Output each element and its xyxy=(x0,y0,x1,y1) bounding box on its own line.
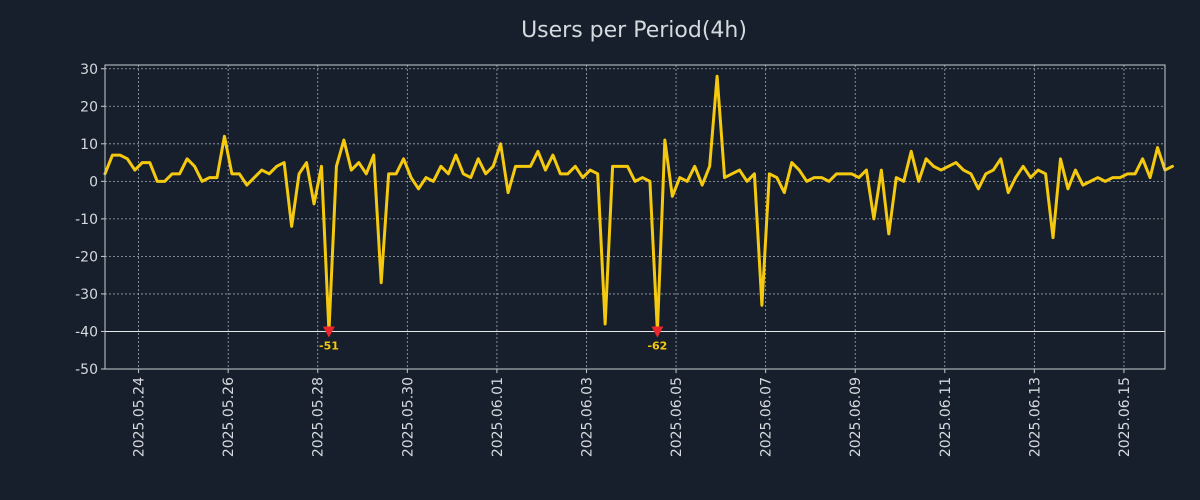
y-tick-label: -20 xyxy=(75,249,98,265)
plot-frame xyxy=(104,64,1166,370)
y-tick-label: -50 xyxy=(75,362,98,378)
y-tick-label: 0 xyxy=(89,174,98,190)
x-tick-label: 2025.05.30 xyxy=(400,377,416,457)
x-tick-label: 2025.06.15 xyxy=(1117,377,1133,457)
x-tick-label: 2025.06.07 xyxy=(759,377,775,457)
x-tick-label: 2025.06.03 xyxy=(579,377,595,457)
x-tick-label: 2025.05.26 xyxy=(221,377,237,457)
y-tick-label: -40 xyxy=(75,324,98,340)
outlier-marker xyxy=(651,326,664,338)
series-layer xyxy=(103,74,1174,333)
x-tick-label: 2025.05.24 xyxy=(132,377,148,457)
outlier-label: -62 xyxy=(647,339,667,352)
annotation-layer: -51 -62 xyxy=(319,326,667,352)
x-tick-label: 2025.06.01 xyxy=(490,377,506,457)
outlier-marker xyxy=(322,326,335,338)
x-tick-label: 2025.05.28 xyxy=(311,377,327,457)
outlier-label: -51 xyxy=(319,339,339,352)
x-tick-label: 2025.06.13 xyxy=(1027,377,1043,457)
y-tick-label: 30 xyxy=(80,62,98,78)
y-tick-label: 10 xyxy=(80,137,98,153)
chart-title: Users per Period(4h) xyxy=(521,18,747,43)
y-tick-label: 20 xyxy=(80,99,98,115)
x-tick-label: 2025.06.09 xyxy=(848,377,864,457)
y-tick-label: -30 xyxy=(75,287,98,303)
series-line-users xyxy=(103,74,1174,333)
y-tick-label: -10 xyxy=(75,212,98,228)
axis-layer: 30 20 10 0 -10 -20 -30 -40 -50 2025.05.24 2025.05.… xyxy=(75,62,1166,457)
x-tick-label: 2025.06.11 xyxy=(938,377,954,457)
x-tick-label: 2025.06.05 xyxy=(669,377,685,457)
